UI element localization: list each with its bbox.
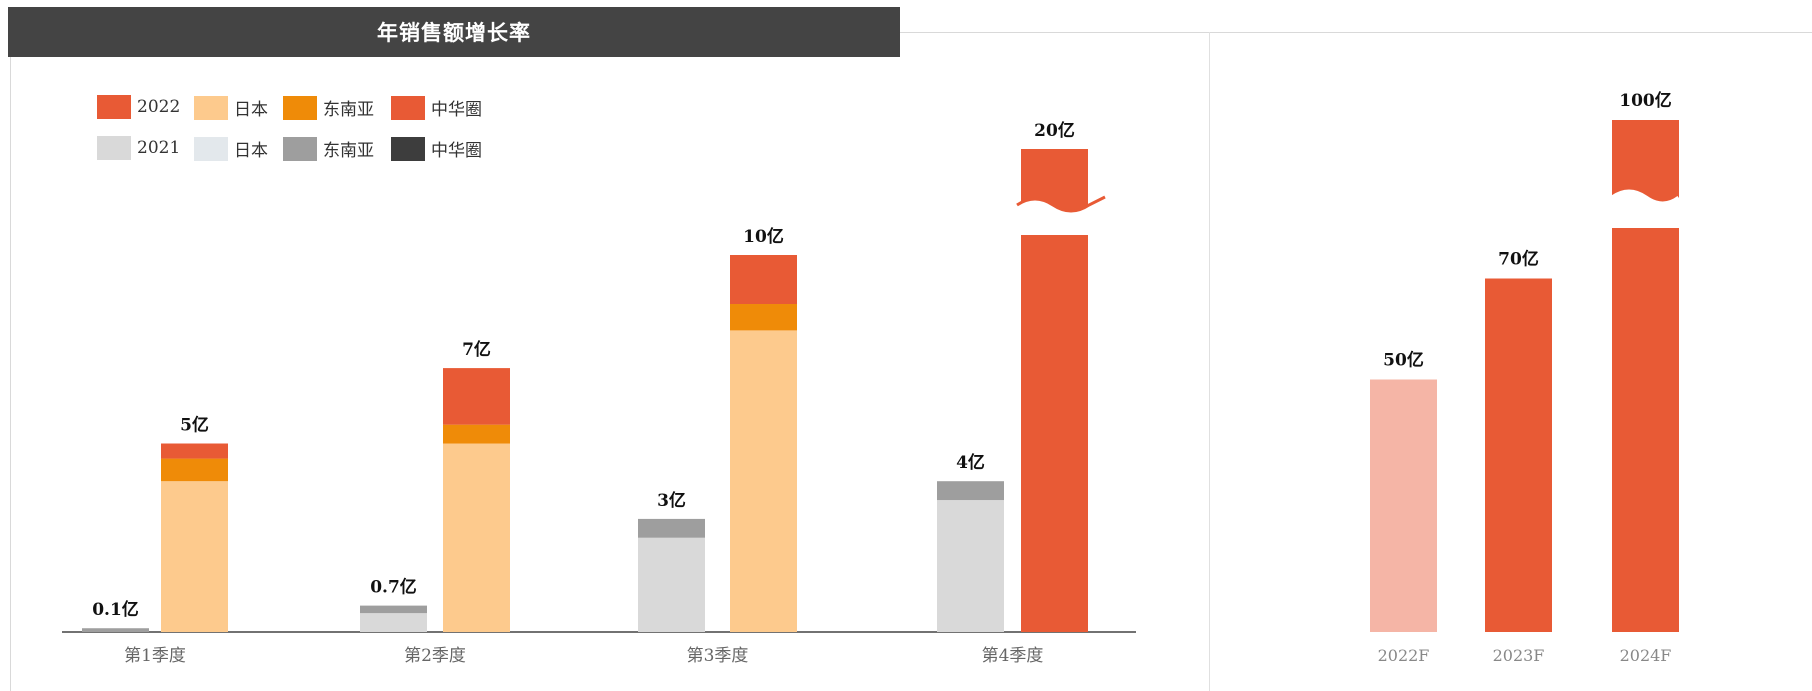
bar-segment — [161, 481, 228, 632]
data-label: 4亿 — [956, 452, 985, 473]
data-label: 7亿 — [462, 339, 491, 360]
axis-break-mask — [1017, 199, 1089, 235]
x-tick-label: 2022F — [1378, 646, 1430, 665]
bar-segment — [730, 255, 797, 305]
data-label: 70亿 — [1498, 249, 1539, 270]
legend-label: 中华圈 — [431, 141, 482, 161]
bar — [1485, 278, 1552, 632]
bar-segment — [730, 304, 797, 331]
legend-swatch — [283, 95, 317, 120]
x-tick-label: 第2季度 — [404, 646, 466, 666]
axis-break-mask — [1612, 192, 1679, 228]
bar-segment — [638, 518, 705, 538]
legend-swatch — [97, 136, 131, 160]
legend-item-2022: 2022 — [97, 95, 180, 119]
bar-segment — [360, 613, 427, 632]
x-tick-label: 第4季度 — [982, 646, 1044, 666]
bar-segment — [161, 443, 228, 459]
legend-item-china-2021: 中华圈 — [391, 136, 482, 161]
bar-segment — [443, 443, 510, 632]
legend-label: 东南亚 — [323, 100, 374, 120]
data-label: 10亿 — [743, 226, 784, 247]
legend-swatch — [391, 136, 425, 161]
top-rule — [900, 32, 1812, 33]
bar-segment — [937, 481, 1004, 501]
data-label: 3亿 — [657, 490, 686, 511]
legend-label: 2021 — [137, 138, 181, 158]
bar-segment — [161, 458, 228, 482]
legend-swatch — [391, 95, 425, 120]
data-label: 50亿 — [1383, 350, 1424, 371]
legend-label: 中华圈 — [431, 100, 482, 120]
legend-swatch — [194, 136, 228, 161]
legend-label: 东南亚 — [323, 141, 374, 161]
data-label: 0.1亿 — [92, 599, 139, 620]
left-panel-border — [10, 57, 11, 691]
legend-swatch — [97, 95, 131, 119]
axis-break-line — [1610, 189, 1681, 207]
bar-segment — [443, 424, 510, 444]
legend-label: 日本 — [234, 141, 268, 161]
chart-title: 年销售额增长率 — [8, 7, 900, 57]
x-tick-label: 2024F — [1620, 646, 1672, 665]
x-tick-label: 2023F — [1493, 646, 1545, 665]
bar-segment — [730, 330, 797, 632]
data-label: 100亿 — [1619, 90, 1672, 111]
bar-segment — [638, 537, 705, 632]
legend-item-2021: 2021 — [97, 136, 180, 160]
legend-item-japan-2022: 日本 — [194, 95, 268, 120]
x-tick-label: 第1季度 — [124, 646, 186, 666]
axis-break-line — [1016, 195, 1106, 213]
bar-segment — [82, 628, 149, 632]
data-label: 20亿 — [1034, 120, 1075, 141]
data-label: 5亿 — [180, 415, 209, 436]
legend-label: 日本 — [234, 100, 268, 120]
legend-item-china-2022: 中华圈 — [391, 95, 482, 120]
legend-swatch — [283, 136, 317, 161]
legend-item-sea-2021: 东南亚 — [283, 136, 374, 161]
bar — [1370, 379, 1437, 632]
data-label: 0.7亿 — [370, 577, 417, 598]
legend-swatch — [194, 95, 228, 120]
legend-item-japan-2021: 日本 — [194, 136, 268, 161]
bar-segment — [443, 368, 510, 425]
bar-segment — [937, 500, 1004, 632]
bar-segment — [360, 605, 427, 614]
x-tick-label: 第3季度 — [687, 646, 749, 666]
panel-divider — [1209, 32, 1210, 691]
legend-item-sea-2022: 东南亚 — [283, 95, 374, 120]
legend-label: 2022 — [137, 97, 181, 117]
